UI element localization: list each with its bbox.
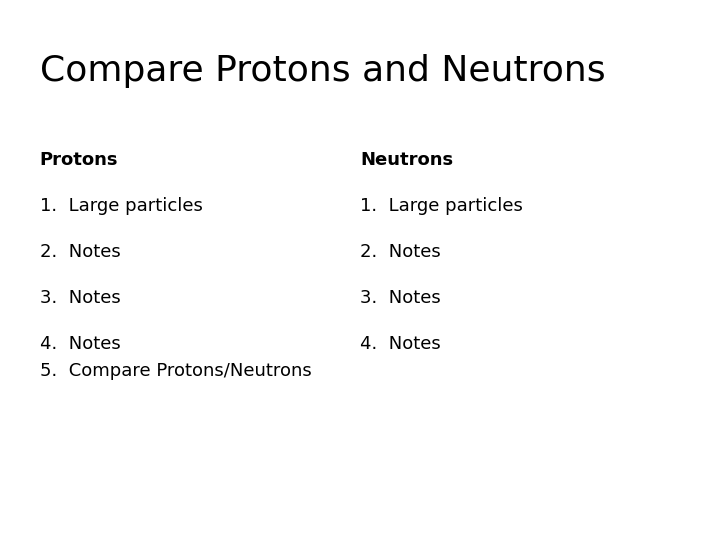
Text: 3.  Notes: 3. Notes	[40, 289, 120, 307]
Text: 2.  Notes: 2. Notes	[360, 243, 441, 261]
Text: 3.  Notes: 3. Notes	[360, 289, 441, 307]
Text: 1.  Large particles: 1. Large particles	[360, 197, 523, 215]
Text: 4.  Notes: 4. Notes	[360, 335, 441, 353]
Text: 2.  Notes: 2. Notes	[40, 243, 120, 261]
Text: Neutrons: Neutrons	[360, 151, 453, 169]
Text: Protons: Protons	[40, 151, 118, 169]
Text: 5.  Compare Protons/Neutrons: 5. Compare Protons/Neutrons	[40, 362, 311, 380]
Text: 1.  Large particles: 1. Large particles	[40, 197, 202, 215]
Text: Compare Protons and Neutrons: Compare Protons and Neutrons	[40, 54, 606, 88]
Text: 4.  Notes: 4. Notes	[40, 335, 120, 353]
